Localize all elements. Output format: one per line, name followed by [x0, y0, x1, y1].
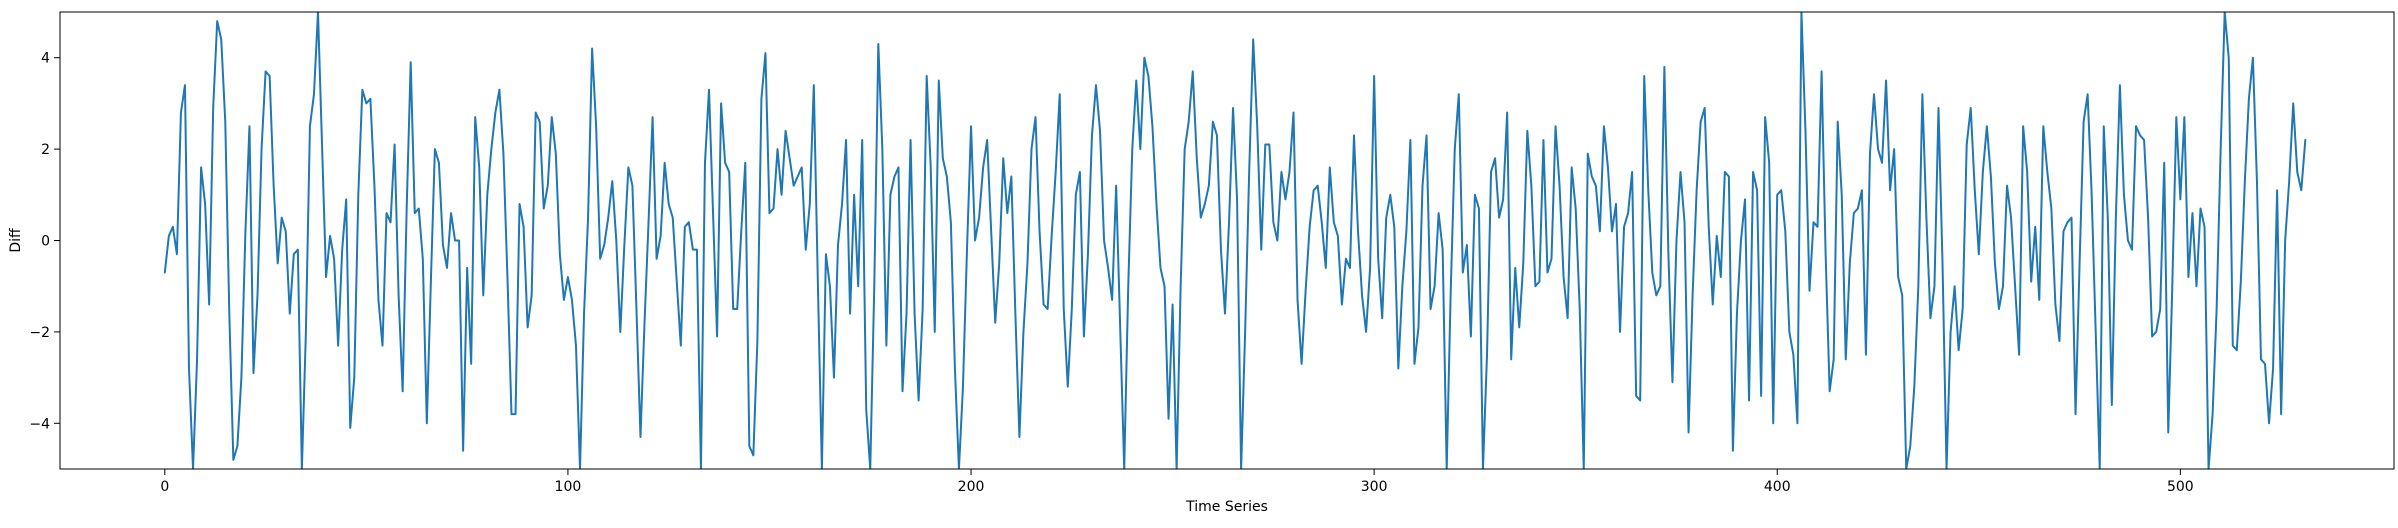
y-tick-label: 0 — [41, 234, 50, 250]
x-tick-label: 400 — [1764, 479, 1791, 495]
y-tick-label: −2 — [29, 325, 50, 341]
y-axis-label: Diff — [8, 228, 24, 253]
y-tick-label: 2 — [41, 142, 50, 158]
x-tick-label: 200 — [958, 479, 985, 495]
x-axis: 0 100 200 300 400 500 — [160, 469, 2194, 495]
y-axis: −4 −2 0 2 4 — [29, 51, 60, 432]
y-tick-label: −4 — [29, 416, 50, 432]
x-tick-label: 0 — [160, 479, 169, 495]
plot-clip-group — [163, 12, 2307, 469]
y-tick-label: 4 — [41, 51, 50, 67]
x-tick-label: 300 — [1361, 479, 1388, 495]
x-tick-label: 500 — [2167, 479, 2194, 495]
x-tick-label: 100 — [555, 479, 582, 495]
x-axis-label: Time Series — [1185, 499, 1268, 515]
series-line — [163, 12, 2307, 469]
